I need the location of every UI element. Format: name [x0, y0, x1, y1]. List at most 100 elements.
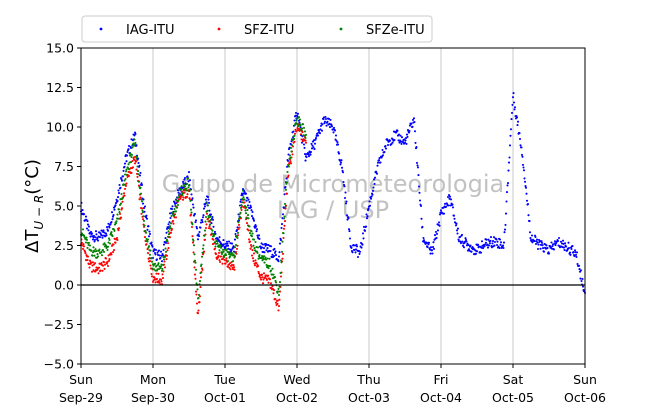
data-point: [269, 282, 273, 285]
data-point: [115, 236, 119, 240]
data-point: [134, 132, 137, 135]
data-point: [150, 272, 153, 276]
data-point: [462, 246, 466, 249]
data-point: [518, 137, 522, 141]
data-point: [81, 228, 85, 231]
data-point: [581, 277, 584, 281]
data-point: [146, 248, 149, 251]
data-point: [162, 248, 165, 252]
data-point: [106, 264, 110, 268]
data-point: [102, 250, 106, 253]
data-point: [129, 161, 133, 164]
data-point: [313, 148, 316, 151]
data-point: [102, 261, 106, 264]
data-point: [207, 201, 211, 204]
data-point: [87, 229, 90, 232]
data-point: [97, 266, 101, 269]
data-point: [279, 259, 283, 262]
data-point: [391, 141, 394, 144]
data-point: [120, 179, 124, 182]
data-point: [368, 200, 371, 203]
data-point: [122, 169, 125, 172]
data-point: [319, 124, 323, 127]
data-point: [235, 234, 239, 238]
data-point: [172, 222, 175, 225]
data-point: [165, 254, 169, 257]
data-point: [289, 162, 293, 165]
data-point: [469, 244, 472, 247]
data-point: [197, 309, 200, 312]
data-point: [217, 245, 221, 249]
data-point: [563, 248, 566, 252]
data-point: [122, 183, 126, 186]
data-point: [123, 165, 126, 168]
data-point: [239, 211, 242, 214]
data-point: [533, 240, 536, 243]
data-point: [303, 153, 307, 156]
x-tick-label-date: Oct-03: [348, 390, 390, 405]
data-point: [521, 163, 525, 166]
data-point: [288, 154, 292, 157]
data-point: [176, 189, 180, 192]
data-point: [370, 195, 373, 198]
data-point: [101, 269, 104, 272]
data-point: [246, 214, 250, 217]
data-point: [290, 150, 293, 153]
data-point: [279, 239, 283, 242]
data-point: [295, 130, 298, 133]
data-point: [484, 241, 488, 244]
data-point: [168, 236, 172, 239]
data-point: [287, 165, 291, 168]
data-point: [573, 249, 577, 252]
data-point: [384, 147, 388, 150]
data-point: [209, 213, 213, 216]
data-point: [376, 161, 380, 164]
data-point: [143, 236, 147, 239]
data-point: [509, 134, 512, 137]
data-point: [458, 235, 462, 239]
x-tick-label-date: Oct-02: [276, 390, 318, 405]
data-point: [230, 263, 234, 267]
data-point: [140, 207, 144, 210]
data-point: [489, 236, 493, 239]
data-point: [174, 204, 177, 207]
data-point: [294, 111, 298, 114]
data-point: [239, 206, 243, 209]
data-point: [94, 236, 97, 239]
data-point: [527, 214, 530, 217]
data-point: [282, 236, 285, 240]
data-point: [205, 201, 209, 205]
data-point: [417, 185, 421, 188]
data-point: [523, 180, 527, 183]
data-point: [206, 196, 210, 199]
data-point: [136, 165, 139, 168]
data-point: [123, 187, 127, 190]
data-point: [150, 260, 154, 263]
data-point: [156, 263, 160, 266]
data-point: [94, 230, 98, 233]
y-tick-label: 10.0: [46, 120, 74, 135]
data-point: [280, 261, 283, 264]
data-point: [124, 177, 127, 181]
data-point: [330, 125, 334, 128]
data-point: [140, 200, 144, 203]
data-point: [173, 216, 176, 219]
data-point: [141, 218, 145, 221]
data-point: [336, 141, 339, 144]
data-point: [142, 219, 146, 222]
data-point: [237, 223, 241, 226]
data-point: [410, 122, 413, 125]
data-point: [81, 209, 84, 212]
data-point: [142, 215, 145, 218]
data-point: [247, 229, 250, 232]
data-point: [550, 241, 553, 244]
data-point: [287, 174, 290, 177]
data-point: [361, 243, 364, 246]
data-point: [204, 220, 207, 223]
data-point: [202, 244, 205, 247]
data-point: [422, 239, 426, 242]
data-point: [156, 251, 159, 254]
data-point: [103, 263, 107, 266]
data-point: [219, 246, 223, 249]
data-point: [113, 208, 116, 211]
